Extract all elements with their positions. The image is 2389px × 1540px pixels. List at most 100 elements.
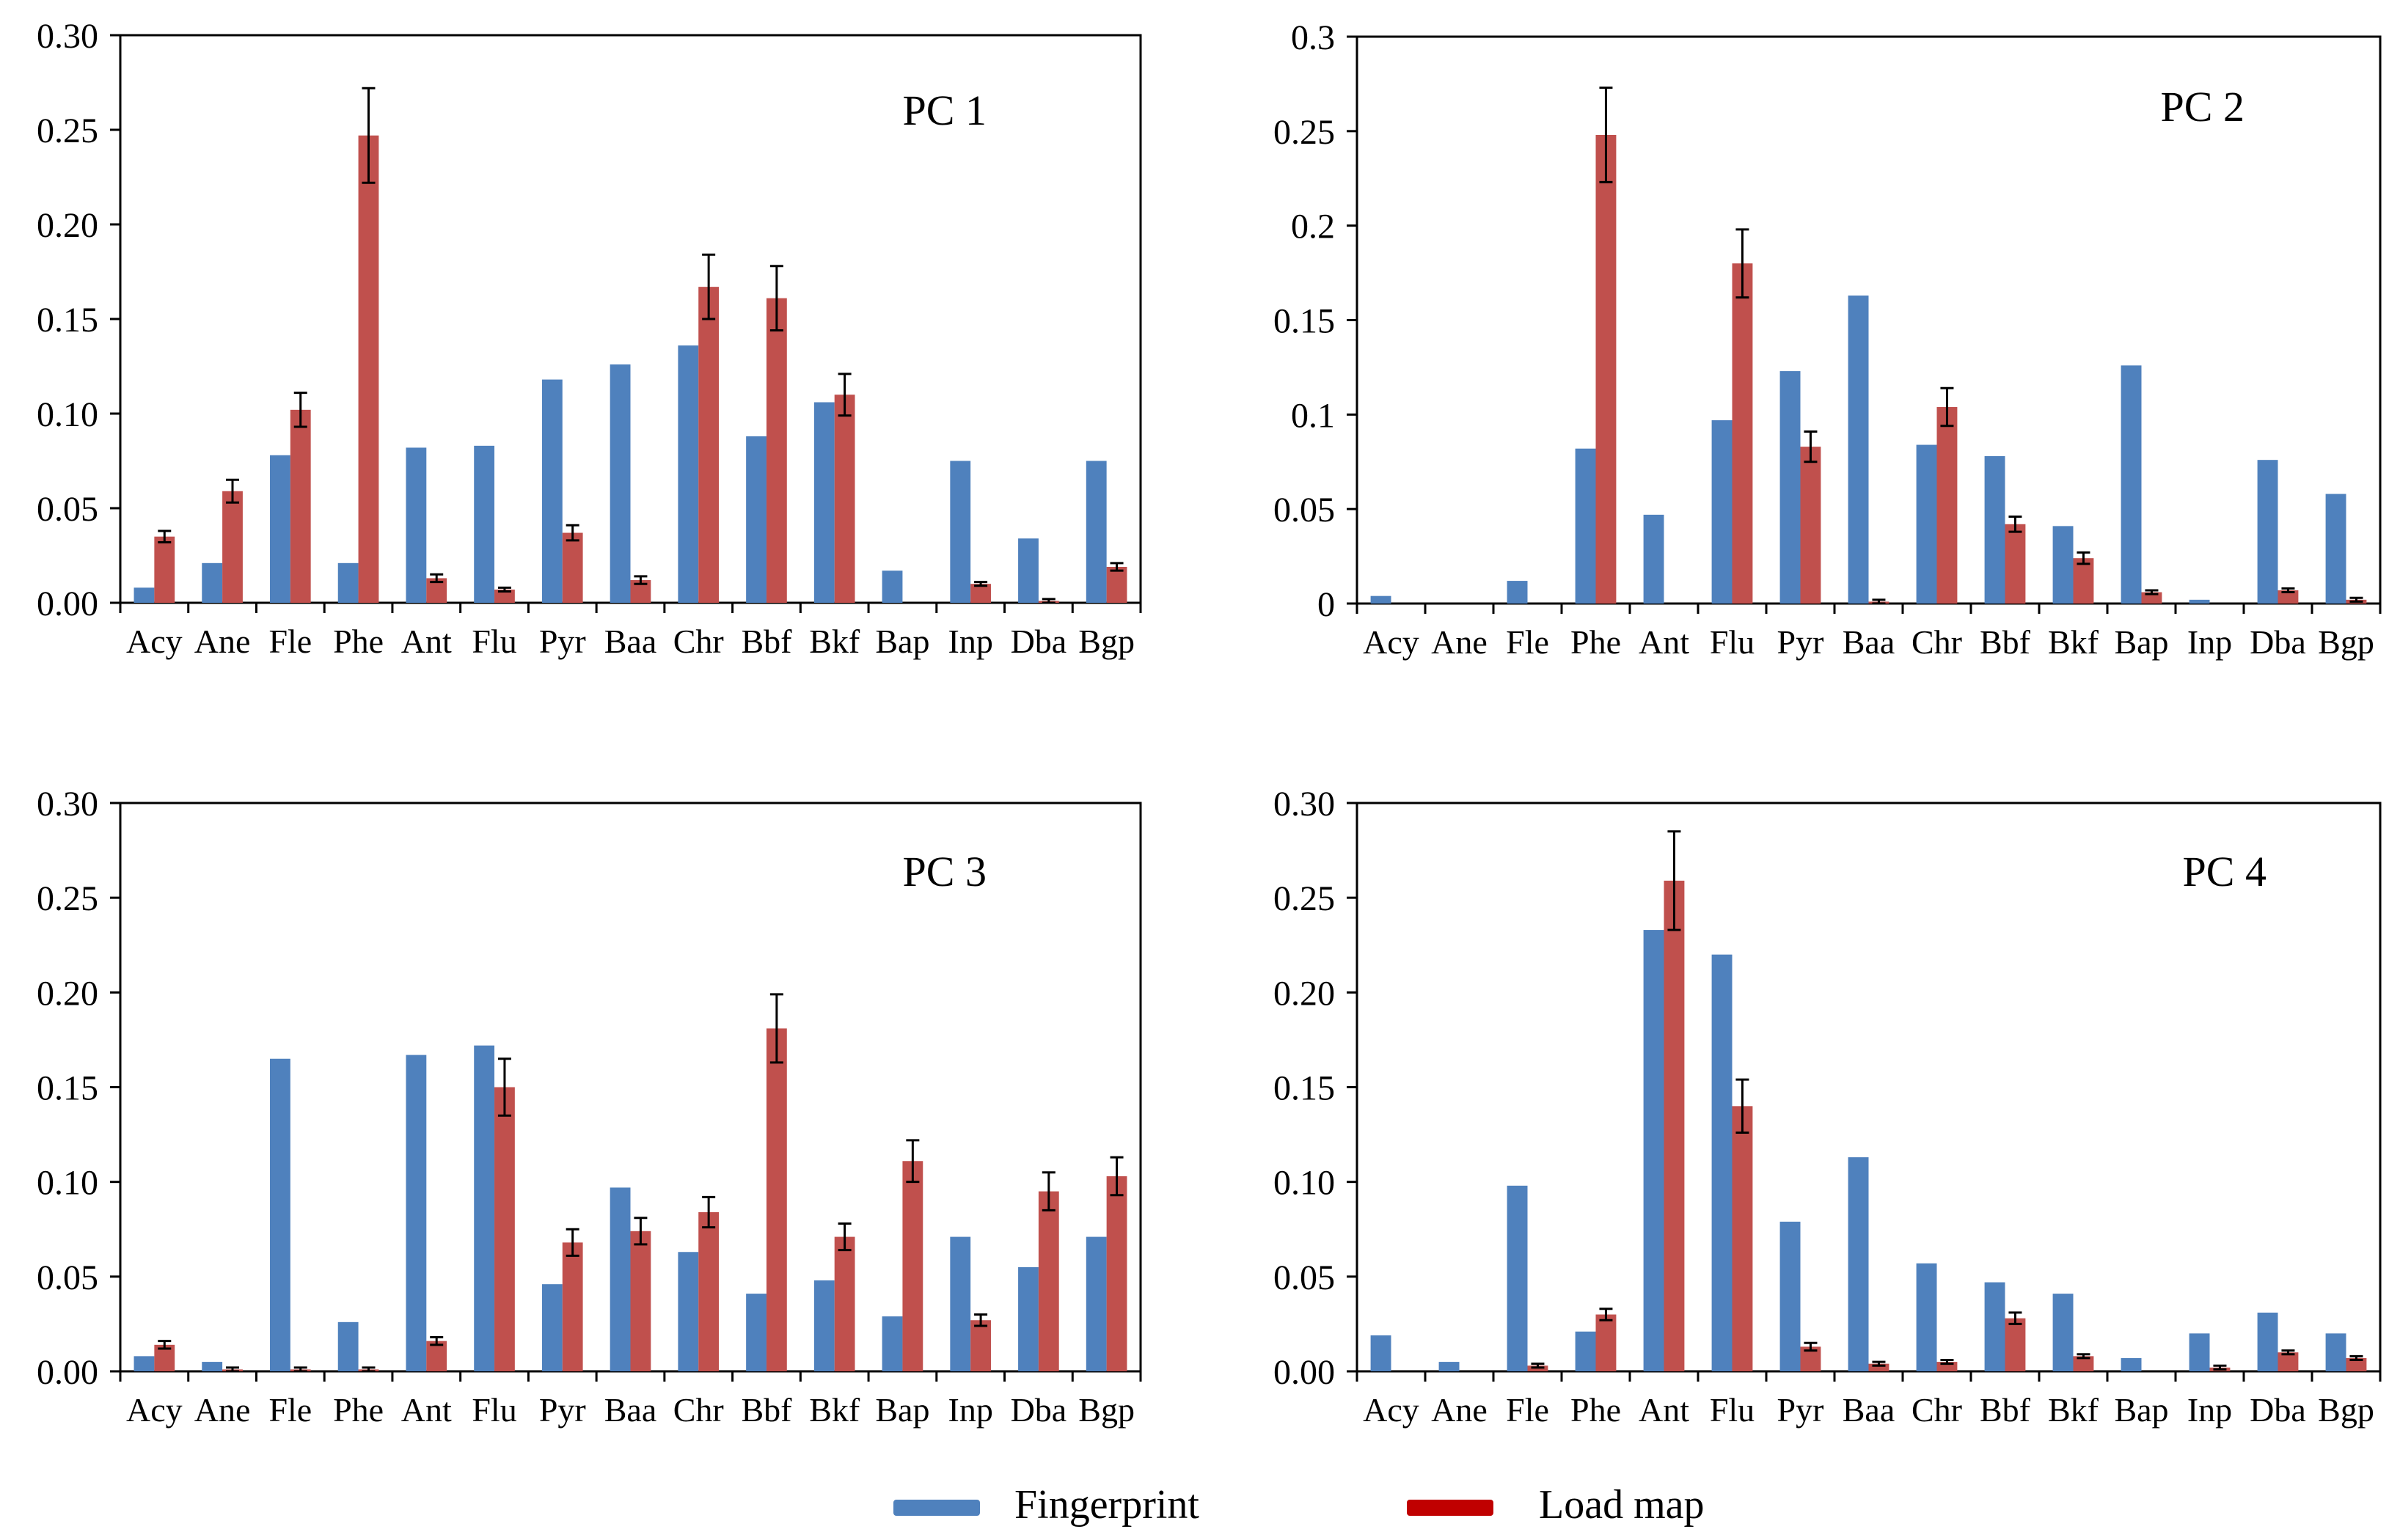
bar-loadmap-chr [698,287,720,603]
x-tick-label-acy: Acy [126,1391,183,1429]
error-bar-bkf [2077,551,2090,565]
bar-fingerprint-dba [1018,1266,1039,1371]
bar-fingerprint-inp [2189,1333,2210,1371]
bar-fingerprint-ant [406,1055,427,1371]
error-bar-acy [158,1340,172,1350]
bar-loadmap-flu [494,589,515,603]
bar-loadmap-flu [494,1087,515,1371]
x-tick-label-inp: Inp [2187,623,2232,661]
bar-fingerprint-ane [202,1362,223,1371]
bar-fingerprint-phe [1575,448,1596,604]
y-tick-label: 0.20 [37,974,98,1013]
x-tick-label-inp: Inp [948,623,993,660]
bar-fingerprint-acy [133,587,155,603]
x-tick-label-baa: Baa [604,1391,657,1429]
y-tick-label: 0.15 [1273,1069,1335,1108]
bar-loadmap-bgp [1106,1176,1127,1371]
bar-fingerprint-bgp [1086,461,1107,603]
x-tick-label-flu: Flu [1710,623,1755,661]
x-tick-label-chr: Chr [1911,623,1962,661]
error-bar-inp [974,1313,988,1327]
error-bar-chr [702,253,716,320]
x-tick-label-bap: Bap [875,623,929,660]
bar-loadmap-ant [426,1341,447,1371]
bar-fingerprint-inp [950,461,971,603]
x-tick-label-dba: Dba [2250,1391,2306,1429]
bar-fingerprint-bkf [2052,1294,2074,1371]
bar-fingerprint-pyr [541,379,563,603]
bar-fingerprint-pyr [1779,1221,1801,1371]
legend-swatch-fingerprint [893,1500,980,1516]
bar-fingerprint-baa [610,1187,631,1371]
x-tick-label-ant: Ant [1639,1391,1689,1429]
y-tick-label: 0.3 [1291,18,1335,57]
x-tick-label-pyr: Pyr [539,1391,586,1429]
bar-loadmap-flu [1732,263,1753,604]
bar-loadmap-phe [358,135,379,604]
error-bar-phe [362,87,376,184]
error-bar-pyr [566,524,579,542]
error-bar-dba [2281,587,2295,594]
bar-fingerprint-bgp [2325,494,2346,604]
x-tick-label-ant: Ant [401,623,452,660]
error-bar-bkf [838,1222,852,1252]
error-bar-ane [226,1366,240,1373]
x-tick-label-dba: Dba [1011,623,1067,660]
y-tick-label: 0.2 [1291,208,1335,246]
y-tick-label: 0.20 [37,206,98,245]
bar-fingerprint-inp [2189,599,2210,604]
x-tick-label-acy: Acy [1363,1391,1419,1429]
bar-fingerprint-ant [406,447,427,603]
bar-fingerprint-baa [610,364,631,603]
x-tick-label-ant: Ant [401,1391,452,1429]
y-tick-label: 0.30 [37,785,98,824]
bar-fingerprint-bap [2121,1357,2142,1371]
bar-loadmap-ane [222,491,243,603]
y-tick-label: 0.05 [1273,491,1335,529]
x-tick-label-pyr: Pyr [1777,623,1824,661]
error-bar-flu [497,586,511,593]
x-tick-label-ane: Ane [194,623,251,660]
x-tick-label-chr: Chr [673,1391,724,1429]
x-tick-label-chr: Chr [673,623,724,660]
error-bar-flu [1735,1078,1749,1134]
bar-loadmap-flu [1732,1106,1753,1371]
y-tick-label: 0.1 [1291,396,1335,435]
bar-loadmap-bbf [2005,524,2026,604]
bar-fingerprint-pyr [541,1284,563,1371]
bar-loadmap-inp [970,584,991,603]
error-bar-bbf [769,993,783,1064]
error-bar-inp [974,581,988,587]
error-bar-dba [1042,598,1056,604]
y-tick-label: 0.25 [1273,113,1335,152]
y-tick-label: 0.05 [37,1258,98,1297]
bar-fingerprint-dba [2257,1312,2278,1371]
error-bar-inp [2213,1364,2227,1371]
bar-loadmap-pyr [562,1242,583,1371]
x-tick-label-pyr: Pyr [1777,1391,1824,1429]
bar-loadmap-bkf [2073,1356,2094,1371]
bar-fingerprint-ane [202,562,223,603]
bar-loadmap-pyr [562,532,583,603]
bar-fingerprint-pyr [1779,371,1801,604]
bar-fingerprint-fle [1507,581,1528,604]
x-tick-label-phe: Phe [1570,1391,1621,1429]
bar-fingerprint-bkf [813,1280,835,1371]
error-bar-bkf [838,373,852,417]
x-tick-label-baa: Baa [604,623,657,660]
x-tick-label-ane: Ane [194,1391,251,1429]
error-bar-phe [362,1366,376,1373]
bar-loadmap-bbf [2005,1318,2026,1371]
bar-fingerprint-fle [270,1058,290,1371]
x-tick-label-fle: Fle [1506,623,1549,661]
x-tick-label-inp: Inp [948,1391,993,1429]
bar-loadmap-bap [902,1161,923,1371]
error-bar-bbf [2008,1311,2022,1325]
error-bar-bgp [1110,562,1124,572]
bar-fingerprint-flu [1711,954,1733,1371]
bar-fingerprint-chr [678,1252,699,1371]
bar-fingerprint-dba [1018,538,1039,603]
bar-loadmap-ant [1664,880,1685,1371]
y-tick-label: 0.05 [37,490,98,529]
